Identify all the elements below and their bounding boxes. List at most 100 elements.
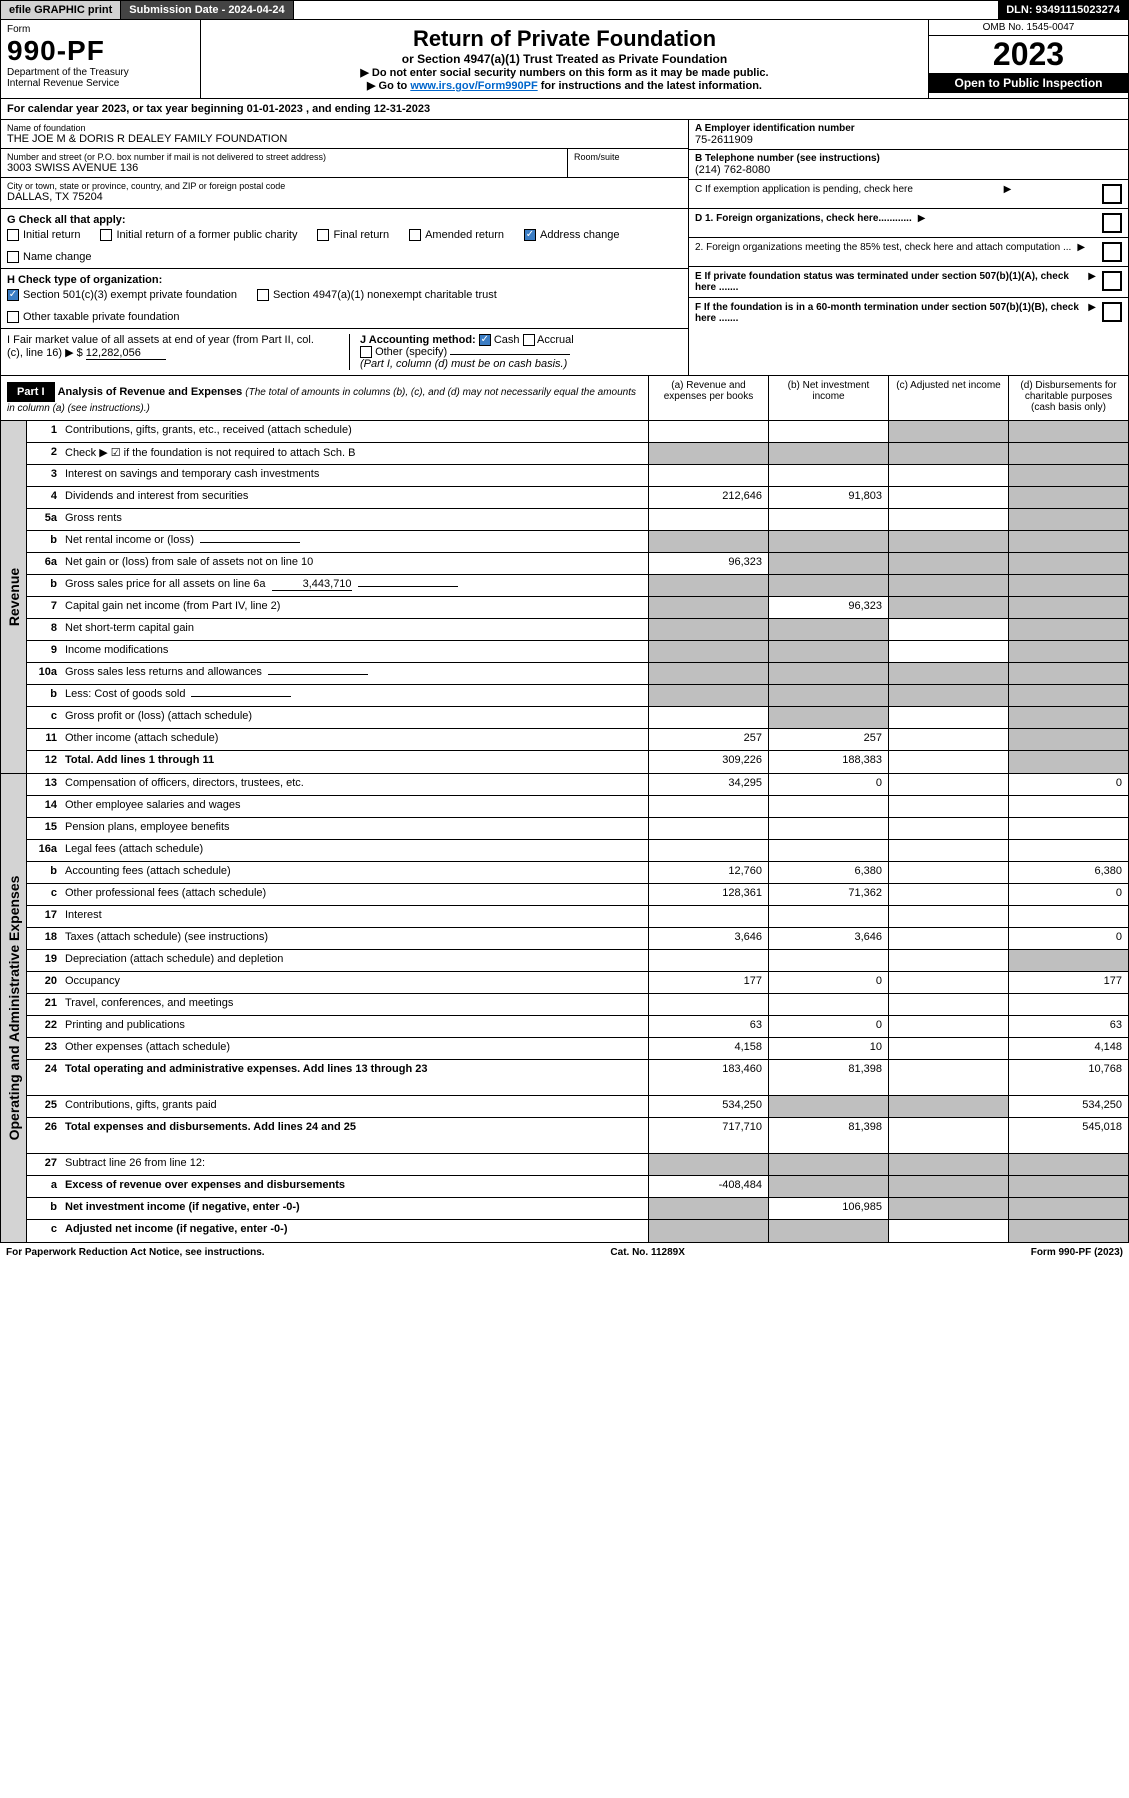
section-e: E If private foundation status was termi… — [689, 267, 1128, 298]
section-d1: D 1. Foreign organizations, check here..… — [689, 209, 1128, 238]
table-row: bGross sales price for all assets on lin… — [27, 575, 1128, 597]
table-row: 6aNet gain or (loss) from sale of assets… — [27, 553, 1128, 575]
h-checkbox-2[interactable] — [7, 311, 19, 323]
h-checkbox-0[interactable]: ✓ — [7, 289, 19, 301]
table-row: 17Interest — [27, 906, 1128, 928]
table-row: 7Capital gain net income (from Part IV, … — [27, 597, 1128, 619]
part-1-header: Part I Analysis of Revenue and Expenses … — [0, 376, 1129, 421]
col-b-head: (b) Net investment income — [768, 376, 888, 420]
table-row: 12Total. Add lines 1 through 11309,22618… — [27, 751, 1128, 773]
top-bar: efile GRAPHIC print Submission Date - 20… — [0, 0, 1129, 20]
table-row: cOther professional fees (attach schedul… — [27, 884, 1128, 906]
g-checkbox-4[interactable]: ✓ — [524, 229, 536, 241]
address-cell: Number and street (or P.O. box number if… — [1, 149, 568, 177]
j-checkbox-0[interactable]: ✓ — [479, 334, 491, 346]
section-i: I Fair market value of all assets at end… — [1, 329, 688, 375]
page-footer: For Paperwork Reduction Act Notice, see … — [0, 1243, 1129, 1262]
header-left: Form 990-PF Department of the Treasury I… — [1, 20, 201, 98]
table-row: 8Net short-term capital gain — [27, 619, 1128, 641]
col-d-head: (d) Disbursements for charitable purpose… — [1008, 376, 1128, 420]
table-row: 1Contributions, gifts, grants, etc., rec… — [27, 421, 1128, 443]
footer-right: Form 990-PF (2023) — [1031, 1247, 1123, 1258]
dept-2: Internal Revenue Service — [7, 78, 194, 89]
table-row: 24Total operating and administrative exp… — [27, 1060, 1128, 1096]
section-h: H Check type of organization: ✓Section 5… — [1, 269, 688, 329]
g-checkbox-2[interactable] — [317, 229, 329, 241]
form-note-1: ▶ Do not enter social security numbers o… — [207, 66, 922, 79]
submission-date: Submission Date - 2024-04-24 — [121, 1, 293, 19]
form-subtitle: or Section 4947(a)(1) Trust Treated as P… — [207, 52, 922, 66]
room-suite-cell: Room/suite — [568, 149, 688, 177]
mid-right: D 1. Foreign organizations, check here..… — [688, 209, 1128, 375]
c-checkbox[interactable] — [1102, 184, 1122, 204]
table-row: cAdjusted net income (if negative, enter… — [27, 1220, 1128, 1242]
mid-block: G Check all that apply: Initial returnIn… — [0, 209, 1129, 376]
table-row: 3Interest on savings and temporary cash … — [27, 465, 1128, 487]
table-row: 11Other income (attach schedule)257257 — [27, 729, 1128, 751]
h-checkbox-1[interactable] — [257, 289, 269, 301]
footer-mid: Cat. No. 11289X — [610, 1247, 684, 1258]
form-word: Form — [7, 24, 194, 35]
g-checkbox-0[interactable] — [7, 229, 19, 241]
g-checkbox-1[interactable] — [100, 229, 112, 241]
table-row: 21Travel, conferences, and meetings — [27, 994, 1128, 1016]
mid-left: G Check all that apply: Initial returnIn… — [1, 209, 688, 375]
table-row: bLess: Cost of goods sold — [27, 685, 1128, 707]
irs-link[interactable]: www.irs.gov/Form990PF — [410, 80, 537, 92]
table-row: 4Dividends and interest from securities2… — [27, 487, 1128, 509]
fmv-value: 12,282,056 — [86, 347, 166, 360]
table-row: 14Other employee salaries and wages — [27, 796, 1128, 818]
header-right: OMB No. 1545-0047 2023 Open to Public In… — [928, 20, 1128, 98]
calendar-year-line: For calendar year 2023, or tax year begi… — [0, 99, 1129, 120]
table-row: 2Check ▶ ☑ if the foundation is not requ… — [27, 443, 1128, 465]
footer-left: For Paperwork Reduction Act Notice, see … — [6, 1247, 265, 1258]
info-left: Name of foundation THE JOE M & DORIS R D… — [1, 120, 688, 208]
table-row: 16aLegal fees (attach schedule) — [27, 840, 1128, 862]
g-checkbox-3[interactable] — [409, 229, 421, 241]
omb-number: OMB No. 1545-0047 — [929, 20, 1128, 36]
tax-year: 2023 — [929, 36, 1128, 73]
j-checkbox-1[interactable] — [523, 334, 535, 346]
table-row: 26Total expenses and disbursements. Add … — [27, 1118, 1128, 1154]
col-c-head: (c) Adjusted net income — [888, 376, 1008, 420]
table-row: 22Printing and publications63063 — [27, 1016, 1128, 1038]
dept-1: Department of the Treasury — [7, 67, 194, 78]
info-right: A Employer identification number 75-2611… — [688, 120, 1128, 208]
phone-cell: B Telephone number (see instructions) (2… — [689, 150, 1128, 180]
open-public-badge: Open to Public Inspection — [929, 73, 1128, 93]
efile-label[interactable]: efile GRAPHIC print — [1, 1, 121, 19]
section-f: F If the foundation is in a 60-month ter… — [689, 298, 1128, 328]
table-row: bNet rental income or (loss) — [27, 531, 1128, 553]
table-row: 19Depreciation (attach schedule) and dep… — [27, 950, 1128, 972]
form-note-2: ▶ Go to www.irs.gov/Form990PF for instru… — [207, 79, 922, 92]
table-row: 25Contributions, gifts, grants paid534,2… — [27, 1096, 1128, 1118]
table-row: 15Pension plans, employee benefits — [27, 818, 1128, 840]
table-row: bAccounting fees (attach schedule)12,760… — [27, 862, 1128, 884]
city-cell: City or town, state or province, country… — [1, 178, 688, 206]
info-block: Name of foundation THE JOE M & DORIS R D… — [0, 120, 1129, 209]
table-row: 27Subtract line 26 from line 12: — [27, 1154, 1128, 1176]
table-row: 20Occupancy1770177 — [27, 972, 1128, 994]
section-d2: 2. Foreign organizations meeting the 85%… — [689, 238, 1128, 267]
expenses-side-label: Operating and Administrative Expenses — [1, 774, 27, 1242]
g-checkbox-5[interactable] — [7, 251, 19, 263]
form-title: Return of Private Foundation — [207, 26, 922, 52]
table-row: aExcess of revenue over expenses and dis… — [27, 1176, 1128, 1198]
section-c: C If exemption application is pending, c… — [689, 180, 1128, 208]
header-center: Return of Private Foundation or Section … — [201, 20, 928, 98]
part-1-title-cell: Part I Analysis of Revenue and Expenses … — [1, 376, 648, 420]
form-header: Form 990-PF Department of the Treasury I… — [0, 20, 1129, 99]
revenue-section: Revenue 1Contributions, gifts, grants, e… — [0, 421, 1129, 774]
expenses-section: Operating and Administrative Expenses 13… — [0, 774, 1129, 1243]
dln: DLN: 93491115023274 — [998, 1, 1128, 19]
revenue-side-label: Revenue — [1, 421, 27, 773]
table-row: 10aGross sales less returns and allowanc… — [27, 663, 1128, 685]
table-row: cGross profit or (loss) (attach schedule… — [27, 707, 1128, 729]
part-badge: Part I — [7, 382, 55, 402]
table-row: bNet investment income (if negative, ent… — [27, 1198, 1128, 1220]
table-row: 13Compensation of officers, directors, t… — [27, 774, 1128, 796]
col-a-head: (a) Revenue and expenses per books — [648, 376, 768, 420]
form-number: 990-PF — [7, 35, 194, 67]
section-g: G Check all that apply: Initial returnIn… — [1, 209, 688, 269]
ein-cell: A Employer identification number 75-2611… — [689, 120, 1128, 150]
